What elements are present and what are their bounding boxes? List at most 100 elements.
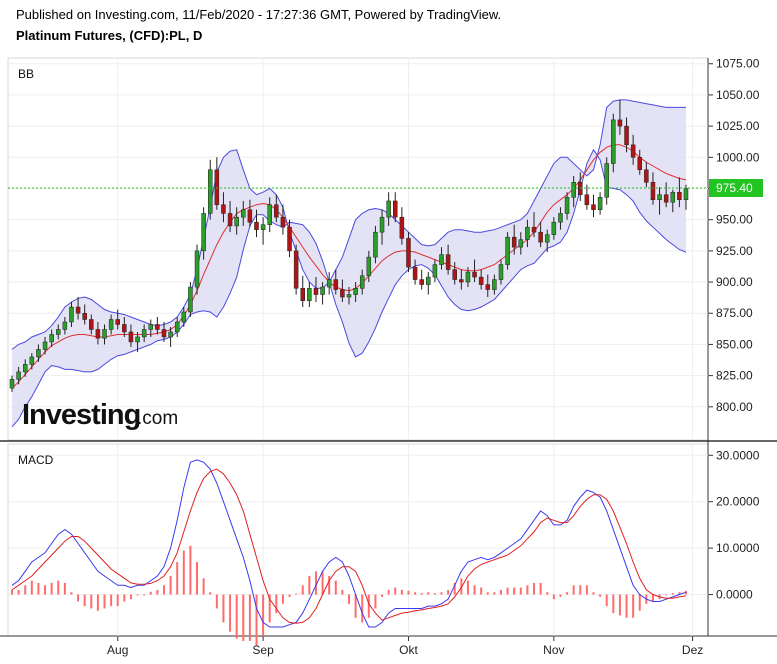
candle-body — [677, 191, 682, 200]
candle-body — [445, 254, 451, 270]
candle-body — [287, 226, 292, 252]
candle-body — [465, 271, 471, 283]
candle-body — [36, 349, 41, 358]
candle-body — [670, 191, 676, 203]
last-price-label: 975.40 — [716, 181, 753, 195]
candle-body — [637, 157, 642, 171]
candle-body — [188, 286, 193, 313]
candle-body — [518, 239, 524, 248]
candle-body — [630, 144, 636, 158]
candle-body — [406, 238, 411, 268]
candle-body — [9, 379, 15, 389]
bb-fill — [12, 99, 686, 427]
candle-body — [221, 204, 226, 214]
macd-line — [11, 459, 687, 628]
macd-panel-label: MACD — [18, 453, 54, 467]
price-tick-label: 925.00 — [716, 244, 753, 258]
candle-body — [624, 125, 629, 146]
candle-body — [498, 264, 504, 280]
candle-body — [22, 364, 28, 373]
candle-body — [657, 194, 662, 200]
candle-body — [320, 286, 325, 295]
macd-panel-frame — [7, 443, 709, 637]
candle-body — [108, 319, 114, 330]
candle-body — [313, 288, 319, 295]
candle-body — [544, 234, 550, 243]
candle-body — [472, 271, 477, 278]
candle-body — [207, 169, 213, 214]
candle-body — [49, 334, 54, 343]
candle-body — [29, 356, 35, 365]
candle-body — [260, 224, 266, 230]
candle-body — [135, 336, 140, 343]
candle-body — [326, 279, 332, 288]
header: Published on Investing.com, 11/Feb/2020 … — [16, 4, 501, 46]
candle-body — [254, 221, 259, 230]
candle-body — [439, 254, 444, 265]
candle-body — [274, 204, 279, 218]
candle-body — [452, 269, 457, 280]
candle-body — [122, 324, 127, 333]
candle-body — [597, 196, 603, 210]
candle-body — [128, 331, 134, 343]
candle-body — [241, 209, 246, 218]
month-label: Aug — [107, 643, 128, 657]
candle-body — [538, 231, 543, 243]
candle-body — [379, 216, 385, 233]
candle-body — [373, 231, 378, 258]
candle-body — [280, 216, 286, 228]
price-tick-label: 1025.00 — [716, 119, 760, 133]
candle-body — [89, 319, 94, 330]
candle-body — [174, 321, 180, 333]
candle-body — [419, 279, 424, 285]
candle-body — [432, 264, 438, 278]
month-label: Sep — [252, 643, 274, 657]
candle-body — [95, 329, 101, 339]
axes: 800.00 825.00 850.00 875.00 900.00 925.00 950.… — [8, 57, 763, 657]
candle-body — [584, 194, 590, 205]
macd-tick-label: 30.0000 — [716, 448, 760, 462]
price-tick-label: 850.00 — [716, 337, 753, 351]
candle-body — [227, 213, 233, 227]
candle-body — [307, 288, 312, 302]
price-tick-label: 950.00 — [716, 213, 753, 227]
candle-body — [591, 204, 596, 210]
candle-body — [16, 371, 21, 380]
price-tick-label: 875.00 — [716, 306, 753, 320]
candle-body — [551, 221, 557, 235]
macd-tick-label: 0.0000 — [716, 588, 753, 602]
candle-body — [267, 204, 272, 225]
candle-body — [141, 329, 147, 338]
candle-body — [247, 209, 253, 223]
price-tick-label: 900.00 — [716, 275, 753, 289]
candle-body — [214, 169, 220, 205]
candle-body — [459, 279, 464, 283]
candle-body — [69, 306, 74, 323]
candle-body — [155, 324, 160, 330]
instrument-title: Platinum Futures, (CFD):PL, D — [16, 28, 203, 43]
candle-body — [115, 319, 120, 325]
candle-body — [617, 119, 623, 127]
candle-body — [201, 213, 206, 252]
candle-body — [62, 321, 68, 330]
candle-body — [478, 276, 484, 285]
candles — [9, 99, 689, 392]
candle-body — [558, 213, 563, 223]
candle-body — [300, 288, 305, 302]
candle-body — [505, 236, 510, 265]
macd-tick-label: 10.0000 — [716, 541, 760, 555]
candle-body — [485, 284, 491, 290]
candle-body — [525, 226, 530, 240]
candle-body — [333, 279, 339, 290]
bb-upper-line — [11, 99, 686, 350]
candle-body — [571, 182, 576, 198]
macd-tick-label: 20.0000 — [716, 495, 760, 509]
candle-body — [42, 341, 48, 350]
investing-logo: Investing .com — [22, 399, 178, 431]
bb-lower-line — [11, 148, 687, 428]
candle-body — [194, 250, 200, 288]
candle-body — [148, 324, 154, 330]
candle-body — [340, 289, 345, 298]
month-label: Nov — [543, 643, 564, 657]
